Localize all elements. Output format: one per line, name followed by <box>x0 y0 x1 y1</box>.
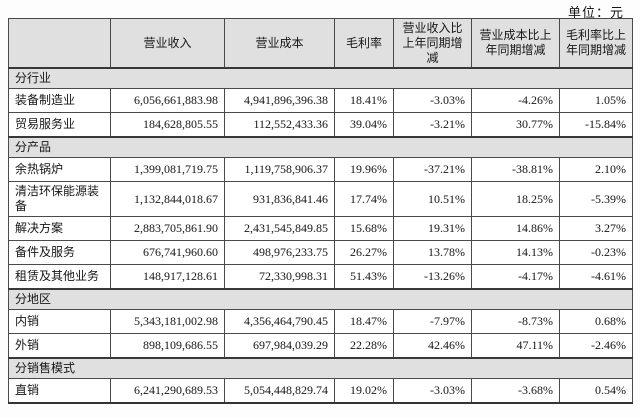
section-row-by-sales-model: 分销售模式 <box>8 357 633 379</box>
cell-cost: 4,356,464,790.45 <box>224 309 335 334</box>
row-solutions: 解决方案 2,883,705,861.90 2,431,545,849.85 1… <box>8 216 633 241</box>
row-trade-services: 贸易服务业 184,628,805.55 112,552,433.36 39.0… <box>8 112 633 138</box>
cell-cost-yoy: 47.11% <box>471 333 560 359</box>
cell-margin-yoy: 1.05% <box>559 88 633 113</box>
cell-revenue: 2,883,705,861.90 <box>110 216 225 241</box>
header-cost: 营业成本 <box>224 18 335 69</box>
cell-cost-yoy: -4.17% <box>471 264 560 290</box>
cell-revenue: 5,343,181,002.98 <box>110 309 225 334</box>
row-waste-heat-boiler: 余热锅炉 1,399,081,719.75 1,119,758,906.37 1… <box>8 157 633 182</box>
segment-financial-table: 营业收入 营业成本 毛利率 营业收入比上年同期增减 营业成本比上年同期增减 毛利… <box>8 18 633 404</box>
header-revenue-yoy: 营业收入比上年同期增减 <box>393 18 472 69</box>
cell-cost: 931,836,841.46 <box>224 181 335 217</box>
cell-revenue: 6,056,661,883.98 <box>110 88 225 113</box>
cell-cost: 697,984,039.29 <box>224 333 335 359</box>
row-label: 内销 <box>8 309 111 334</box>
cell-cost-yoy: -38.81% <box>471 157 560 182</box>
row-label: 外销 <box>8 333 111 359</box>
cell-revenue: 1,399,081,719.75 <box>110 157 225 182</box>
row-label: 清洁环保能源装备 <box>8 181 111 217</box>
header-row: 营业收入 营业成本 毛利率 营业收入比上年同期增减 营业成本比上年同期增减 毛利… <box>8 18 633 69</box>
cell-revenue-yoy: 19.31% <box>393 216 472 241</box>
cell-cost: 4,941,896,396.38 <box>224 88 335 113</box>
cell-margin-yoy: -5.39% <box>559 181 633 217</box>
section-title: 分地区 <box>8 288 633 310</box>
cell-gross-margin: 19.96% <box>334 157 394 182</box>
cell-gross-margin: 15.68% <box>334 216 394 241</box>
cell-margin-yoy: -2.46% <box>559 333 633 359</box>
row-equipment-manufacturing: 装备制造业 6,056,661,883.98 4,941,896,396.38 … <box>8 88 633 113</box>
row-label: 解决方案 <box>8 216 111 241</box>
row-leasing-other: 租赁及其他业务 148,917,128.61 72,330,998.31 51.… <box>8 264 633 290</box>
cell-cost: 72,330,998.31 <box>224 264 335 290</box>
section-row-by-industry: 分行业 <box>8 67 633 89</box>
cell-cost-yoy: 18.25% <box>471 181 560 217</box>
cell-revenue: 6,241,290,689.53 <box>110 378 225 404</box>
section-title: 分行业 <box>8 67 633 89</box>
cell-revenue: 1,132,844,018.67 <box>110 181 225 217</box>
cell-revenue-yoy: -3.03% <box>393 88 472 113</box>
cell-gross-margin: 18.47% <box>334 309 394 334</box>
cell-cost: 2,431,545,849.85 <box>224 216 335 241</box>
unit-label: 单位：元 <box>567 5 624 20</box>
cell-margin-yoy: -15.84% <box>559 112 633 138</box>
cell-revenue: 148,917,128.61 <box>110 264 225 290</box>
cell-revenue-yoy: -37.21% <box>393 157 472 182</box>
cell-cost-yoy: -8.73% <box>471 309 560 334</box>
row-domestic-sales: 内销 5,343,181,002.98 4,356,464,790.45 18.… <box>8 309 633 334</box>
cell-gross-margin: 22.28% <box>334 333 394 359</box>
cell-cost-yoy: 14.13% <box>471 240 560 265</box>
cell-revenue-yoy: 10.51% <box>393 181 472 217</box>
row-clean-energy-equipment: 清洁环保能源装备 1,132,844,018.67 931,836,841.46… <box>8 181 633 217</box>
section-row-by-product: 分产品 <box>8 136 633 158</box>
cell-revenue-yoy: -3.21% <box>393 112 472 138</box>
row-label: 贸易服务业 <box>8 112 111 138</box>
cell-margin-yoy: 3.27% <box>559 216 633 241</box>
header-gross-margin: 毛利率 <box>334 18 394 69</box>
header-margin-yoy: 毛利率比上年同期增减 <box>559 18 633 69</box>
row-label: 余热锅炉 <box>8 157 111 182</box>
cell-margin-yoy: 2.10% <box>559 157 633 182</box>
row-label: 直销 <box>8 378 111 404</box>
row-label: 租赁及其他业务 <box>8 264 111 290</box>
cell-gross-margin: 19.02% <box>334 378 394 404</box>
cell-cost-yoy: -4.26% <box>471 88 560 113</box>
cell-margin-yoy: 0.54% <box>559 378 633 404</box>
header-revenue: 营业收入 <box>110 18 225 69</box>
cell-gross-margin: 51.43% <box>334 264 394 290</box>
cell-gross-margin: 26.27% <box>334 240 394 265</box>
cell-cost: 112,552,433.36 <box>224 112 335 138</box>
cell-cost: 5,054,448,829.74 <box>224 378 335 404</box>
cell-revenue: 676,741,960.60 <box>110 240 225 265</box>
cell-cost: 1,119,758,906.37 <box>224 157 335 182</box>
cell-margin-yoy: 0.68% <box>559 309 633 334</box>
cell-revenue-yoy: -7.97% <box>393 309 472 334</box>
row-export-sales: 外销 898,109,686.55 697,984,039.29 22.28% … <box>8 333 633 359</box>
cell-revenue-yoy: -13.26% <box>393 264 472 290</box>
cell-revenue: 184,628,805.55 <box>110 112 225 138</box>
row-label: 备件及服务 <box>8 240 111 265</box>
cell-revenue-yoy: 42.46% <box>393 333 472 359</box>
header-cost-yoy: 营业成本比上年同期增减 <box>471 18 560 69</box>
cell-margin-yoy: -0.23% <box>559 240 633 265</box>
row-spare-parts-services: 备件及服务 676,741,960.60 498,976,233.75 26.2… <box>8 240 633 265</box>
cell-revenue: 898,109,686.55 <box>110 333 225 359</box>
cell-cost: 498,976,233.75 <box>224 240 335 265</box>
cell-cost-yoy: 30.77% <box>471 112 560 138</box>
cell-revenue-yoy: 13.78% <box>393 240 472 265</box>
section-title: 分销售模式 <box>8 357 633 379</box>
section-title: 分产品 <box>8 136 633 158</box>
row-direct-sales: 直销 6,241,290,689.53 5,054,448,829.74 19.… <box>8 378 633 404</box>
section-row-by-region: 分地区 <box>8 288 633 310</box>
cell-gross-margin: 18.41% <box>334 88 394 113</box>
header-blank <box>8 18 111 69</box>
cell-cost-yoy: -3.68% <box>471 378 560 404</box>
row-label: 装备制造业 <box>8 88 111 113</box>
cell-gross-margin: 39.04% <box>334 112 394 138</box>
cell-revenue-yoy: -3.03% <box>393 378 472 404</box>
cell-cost-yoy: 14.86% <box>471 216 560 241</box>
cell-margin-yoy: -4.61% <box>559 264 633 290</box>
cell-gross-margin: 17.74% <box>334 181 394 217</box>
